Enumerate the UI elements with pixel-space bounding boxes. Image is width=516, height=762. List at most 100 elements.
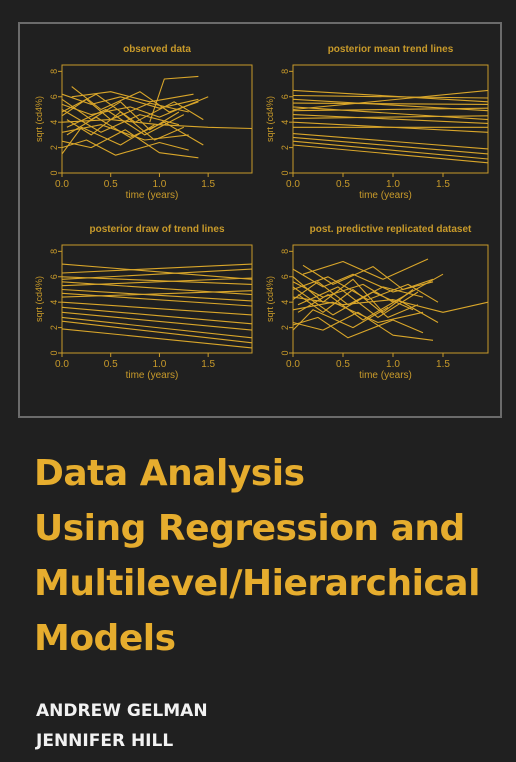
y-tick-label: 6	[49, 94, 59, 99]
y-tick-label: 8	[49, 249, 59, 254]
x-tick-label: 0.0	[286, 179, 300, 190]
series-line-6	[61, 119, 253, 130]
series-line-8	[292, 115, 489, 119]
chart-panel-1: observed data 0.0 0.5 1.0 1.5 time (years) 0 2 4…	[34, 44, 253, 201]
plot-frame	[61, 244, 253, 354]
series-line-13	[302, 258, 429, 280]
series-line-1	[292, 89, 489, 103]
x-axis-label: time (years)	[126, 370, 179, 381]
series-line-11	[292, 133, 489, 150]
series-line-10	[66, 108, 185, 136]
y-tick-label: 0	[280, 350, 290, 355]
series-line-9	[292, 273, 444, 303]
chart-title: post. predictive replicated dataset	[310, 224, 472, 235]
series-line-6	[61, 288, 253, 302]
series-line-7	[292, 114, 489, 124]
x-tick-label: 1.0	[152, 359, 166, 370]
series-line-5	[61, 277, 253, 287]
series-line-12	[61, 316, 253, 339]
series-line-5	[292, 311, 434, 341]
x-axis-label: time (years)	[126, 190, 179, 201]
plot-frame	[61, 64, 253, 174]
series-line-16	[61, 124, 189, 141]
x-axis-label: time (years)	[359, 190, 412, 201]
y-tick-label: 8	[49, 69, 59, 74]
chart-title: posterior mean trend lines	[328, 44, 454, 55]
author-2: JENNIFER HILL	[36, 731, 174, 751]
x-tick-label: 1.0	[386, 359, 400, 370]
x-tick-label: 1.0	[386, 179, 400, 190]
series-line-6	[292, 296, 489, 313]
series-line-15	[292, 89, 489, 111]
y-axis-label: sqrt (cd4%)	[265, 276, 275, 322]
series-line-12	[292, 136, 489, 155]
series-line-16	[297, 288, 419, 318]
chart-panel-3: posterior draw of trend lines 0.0 0.5 1.0 1.…	[34, 224, 253, 381]
chart-panel-2: posterior mean trend lines 0.0 0.5 1.0 1.5 ti…	[265, 44, 489, 201]
series-line-14	[292, 276, 414, 313]
series-line-10	[61, 306, 253, 325]
title-line-2: Using Regression and	[34, 508, 465, 549]
y-tick-label: 4	[280, 120, 290, 125]
y-tick-label: 4	[280, 300, 290, 305]
series-line-7	[61, 292, 253, 307]
series-line-12	[292, 316, 424, 339]
x-tick-label: 0.5	[104, 359, 118, 370]
series-line-9	[61, 301, 253, 316]
series-line-9	[61, 96, 209, 118]
y-tick-label: 4	[49, 300, 59, 305]
plot-frame	[292, 244, 489, 354]
series-line-17	[66, 111, 185, 141]
series-line-14	[149, 75, 199, 123]
y-tick-label: 6	[280, 274, 290, 279]
chart-panel-4: post. predictive replicated dataset 0.0 0.…	[265, 224, 489, 381]
y-tick-label: 4	[49, 120, 59, 125]
plot-frame	[292, 64, 489, 174]
cover-figure-plots: observed data 0.0 0.5 1.0 1.5 time (years) 0 2 4…	[34, 44, 489, 381]
series-line-14	[292, 144, 489, 164]
series-line-4	[292, 102, 489, 105]
series-line-12	[61, 139, 189, 156]
series-line-14	[61, 328, 253, 349]
x-tick-label: 0.5	[336, 359, 350, 370]
title-line-3: Multilevel/Hierarchical	[34, 563, 480, 604]
series-line-15	[61, 98, 180, 131]
title-line-1: Data Analysis	[34, 453, 305, 494]
x-tick-label: 0.5	[336, 179, 350, 190]
series-line-8	[61, 290, 253, 298]
cover-figure-frame	[18, 22, 502, 418]
series-line-13	[61, 320, 253, 344]
series-line-5	[61, 129, 199, 159]
series-line-1	[61, 93, 199, 109]
y-tick-label: 2	[49, 325, 59, 330]
y-tick-label: 6	[280, 94, 290, 99]
y-tick-label: 8	[280, 69, 290, 74]
x-tick-label: 1.0	[152, 179, 166, 190]
series-line-11	[292, 276, 439, 303]
y-tick-label: 2	[280, 325, 290, 330]
x-tick-label: 0.0	[55, 179, 69, 190]
series-line-2	[292, 94, 489, 99]
chart-title: posterior draw of trend lines	[89, 224, 224, 235]
series-line-15	[292, 301, 424, 324]
x-tick-label: 0.0	[55, 359, 69, 370]
chart-title: observed data	[123, 44, 191, 55]
y-tick-label: 2	[280, 145, 290, 150]
y-tick-label: 0	[280, 170, 290, 175]
series-line-13	[71, 91, 194, 103]
series-line-2	[61, 263, 253, 274]
book-authors: ANDREW GELMAN JENNIFER HILL	[36, 696, 208, 756]
y-tick-label: 6	[49, 274, 59, 279]
y-tick-label: 2	[49, 145, 59, 150]
y-tick-label: 0	[49, 350, 59, 355]
series-line-5	[292, 106, 489, 121]
x-axis-label: time (years)	[359, 370, 412, 381]
x-tick-label: 1.5	[436, 179, 450, 190]
series-line-8	[61, 124, 155, 155]
y-tick-label: 0	[49, 170, 59, 175]
y-axis-label: sqrt (cd4%)	[34, 276, 44, 322]
series-line-10	[297, 286, 419, 318]
x-tick-label: 0.5	[104, 179, 118, 190]
series-line-8	[292, 306, 389, 331]
title-line-4: Models	[34, 618, 176, 659]
